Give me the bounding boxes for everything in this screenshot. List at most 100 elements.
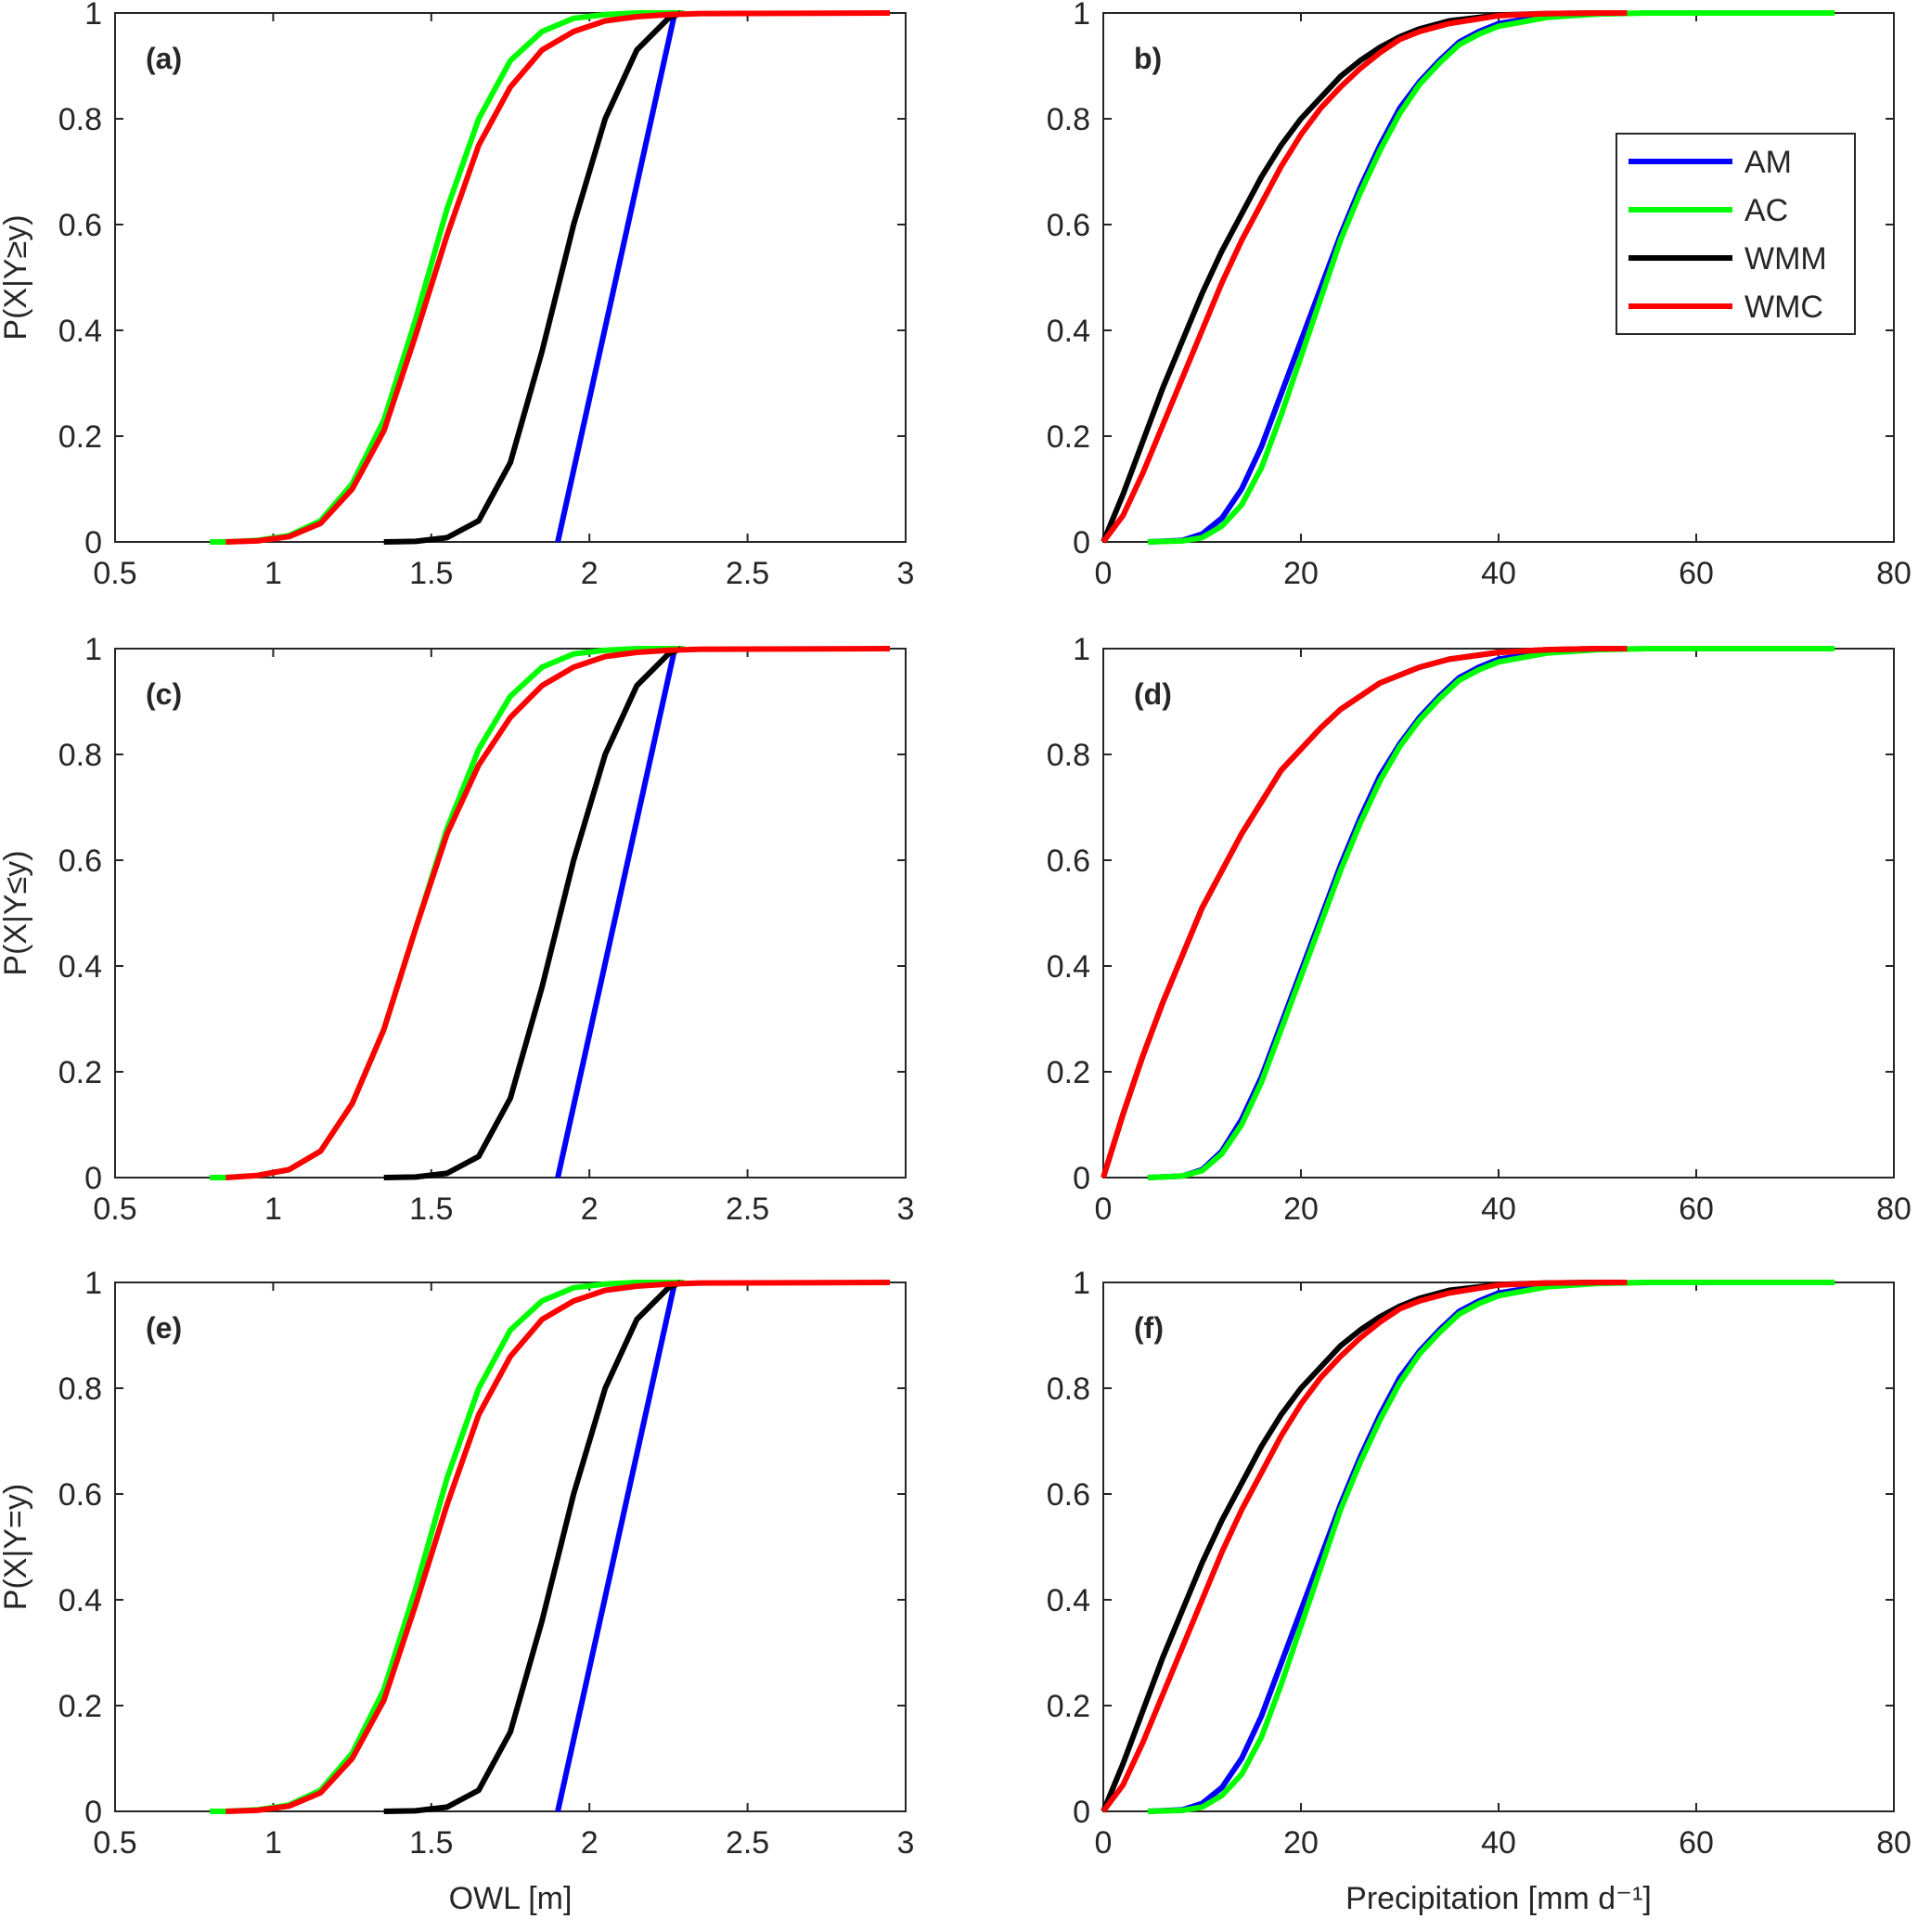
y-tick-label: 0.6 [1047, 208, 1090, 243]
x-tick-label: 20 [1283, 1191, 1319, 1227]
series-line-wmc [1101, 1280, 1628, 1813]
x-tick-label: 40 [1481, 556, 1516, 591]
series-group [1101, 10, 1835, 545]
panel-c: 0.5 1 1.5 2 2.5 3 0 0.2 0.4 0.6 0.8 1 (c) P(X|Y≤y) [0, 632, 914, 1227]
y-tick-label: 0.2 [58, 1055, 102, 1090]
y-tick-label: 0.2 [1047, 419, 1090, 455]
x-tick-label: 1 [264, 1191, 282, 1227]
y-tick-label: 0.4 [1047, 1583, 1090, 1618]
x-axis-label: OWL [m] [449, 1881, 573, 1916]
x-tick-label: 2.5 [726, 556, 769, 591]
x-tick-label: 0 [1095, 1191, 1113, 1227]
series-line-am [555, 648, 678, 1179]
series-group [210, 646, 891, 1180]
panel-label: (f) [1134, 1311, 1164, 1345]
legend-label-am: AM [1744, 145, 1792, 180]
axes-box [1102, 648, 1895, 1179]
y-tick-label: 1 [84, 1266, 102, 1301]
y-tick-label: 0.8 [58, 1372, 102, 1407]
y-tick-label: 0 [84, 525, 102, 560]
y-axis-label: P(X|Y≥y) [0, 214, 33, 340]
y-tick-label: 0.4 [58, 949, 102, 985]
series-group [210, 1280, 891, 1814]
x-tick-label: 2.5 [726, 1825, 769, 1861]
panel-label: (a) [146, 42, 182, 75]
y-tick-label: 1 [84, 0, 102, 32]
y-tick-label: 0.6 [58, 844, 102, 879]
y-tick-label: 0.6 [1047, 1477, 1090, 1513]
x-tick-label: 1 [264, 556, 282, 591]
x-tick-label: 2 [581, 1825, 599, 1861]
legend: AM AC WMM WMC [1615, 133, 1856, 335]
series-group [210, 10, 891, 545]
y-tick-label: 0.2 [58, 1689, 102, 1724]
x-tick-label: 3 [897, 556, 915, 591]
y-tick-label: 1 [1073, 632, 1090, 667]
x-tick-label: 40 [1481, 1825, 1516, 1861]
series-group [1101, 646, 1835, 1180]
x-tick-label: 0.5 [93, 1825, 136, 1861]
y-tick-label: 0.8 [58, 102, 102, 137]
y-tick-label: 0.4 [1047, 949, 1090, 985]
series-group [1101, 1280, 1835, 1814]
series-line-am [555, 12, 678, 543]
y-tick-label: 0.2 [1047, 1689, 1090, 1724]
x-tick-label: 2 [581, 1191, 599, 1227]
x-tick-label: 80 [1876, 1191, 1912, 1227]
x-axis-label: Precipitation [mm d⁻¹] [1345, 1881, 1652, 1916]
panel-a: 0.5 1 1.5 2 2.5 3 0 0.2 0.4 0.6 0.8 1 (a) P(X|Y≥y) [0, 0, 914, 591]
legend-label-ac: AC [1744, 193, 1788, 228]
x-tick-label: 1.5 [409, 556, 453, 591]
series-line-wmm [383, 1280, 683, 1814]
series-line-wmc [225, 646, 891, 1180]
series-line-ac [1147, 10, 1835, 545]
y-tick-label: 0 [84, 1795, 102, 1830]
x-tick-label: 1 [264, 1825, 282, 1861]
panel-d: 0 20 40 60 80 0 0.2 0.4 0.6 0.8 1 (d) [1047, 632, 1912, 1227]
y-axis-label: P(X|Y≤y) [0, 850, 33, 975]
x-tick-label: 80 [1876, 556, 1912, 591]
y-tick-label: 0.2 [1047, 1055, 1090, 1090]
series-line-wmc [225, 10, 891, 545]
y-tick-label: 0.6 [58, 1477, 102, 1513]
panel-e: 0.5 1 1.5 2 2.5 3 0 0.2 0.4 0.6 0.8 1 (e) P(X|Y=y) OWL… [0, 1266, 914, 1916]
y-tick-label: 0 [1073, 1161, 1090, 1196]
y-tick-label: 0 [84, 1161, 102, 1196]
series-line-wmc [1101, 646, 1628, 1179]
y-tick-label: 0.6 [1047, 844, 1090, 879]
x-tick-label: 2 [581, 556, 599, 591]
y-tick-label: 0.6 [58, 208, 102, 243]
x-tick-label: 80 [1876, 1825, 1912, 1861]
x-tick-label: 1.5 [409, 1191, 453, 1227]
x-tick-label: 3 [897, 1191, 915, 1227]
panel-b: 0 20 40 60 80 0 0.2 0.4 0.6 0.8 1 b) AM AC WMM WMC [1047, 0, 1912, 591]
series-line-wmm [383, 646, 683, 1180]
legend-box [1615, 133, 1856, 335]
x-tick-label: 60 [1679, 1825, 1714, 1861]
axes-box [1102, 1282, 1895, 1812]
x-tick-label: 60 [1679, 556, 1714, 591]
x-tick-label: 0 [1095, 556, 1113, 591]
x-tick-label: 0.5 [93, 556, 136, 591]
series-line-ac [1147, 1280, 1835, 1814]
y-tick-label: 0.8 [1047, 102, 1090, 137]
y-tick-label: 0.4 [58, 314, 102, 349]
x-tick-label: 0 [1095, 1825, 1113, 1861]
y-tick-label: 0.8 [1047, 738, 1090, 773]
panel-label: (d) [1134, 677, 1172, 711]
y-tick-label: 0 [1073, 525, 1090, 560]
panel-f: 0 20 40 60 80 0 0.2 0.4 0.6 0.8 1 (f) Precipitation … [1047, 1266, 1912, 1916]
y-tick-label: 1 [1073, 0, 1090, 32]
x-tick-label: 0.5 [93, 1191, 136, 1227]
x-tick-label: 2.5 [726, 1191, 769, 1227]
y-tick-label: 0.8 [1047, 1372, 1090, 1407]
y-tick-label: 0.4 [58, 1583, 102, 1618]
x-tick-label: 3 [897, 1825, 915, 1861]
y-tick-label: 1 [84, 632, 102, 667]
panel-label: (e) [146, 1311, 182, 1345]
y-tick-label: 0 [1073, 1795, 1090, 1830]
x-tick-label: 60 [1679, 1191, 1714, 1227]
y-tick-label: 0.4 [1047, 314, 1090, 349]
legend-label-wmc: WMC [1744, 290, 1823, 325]
